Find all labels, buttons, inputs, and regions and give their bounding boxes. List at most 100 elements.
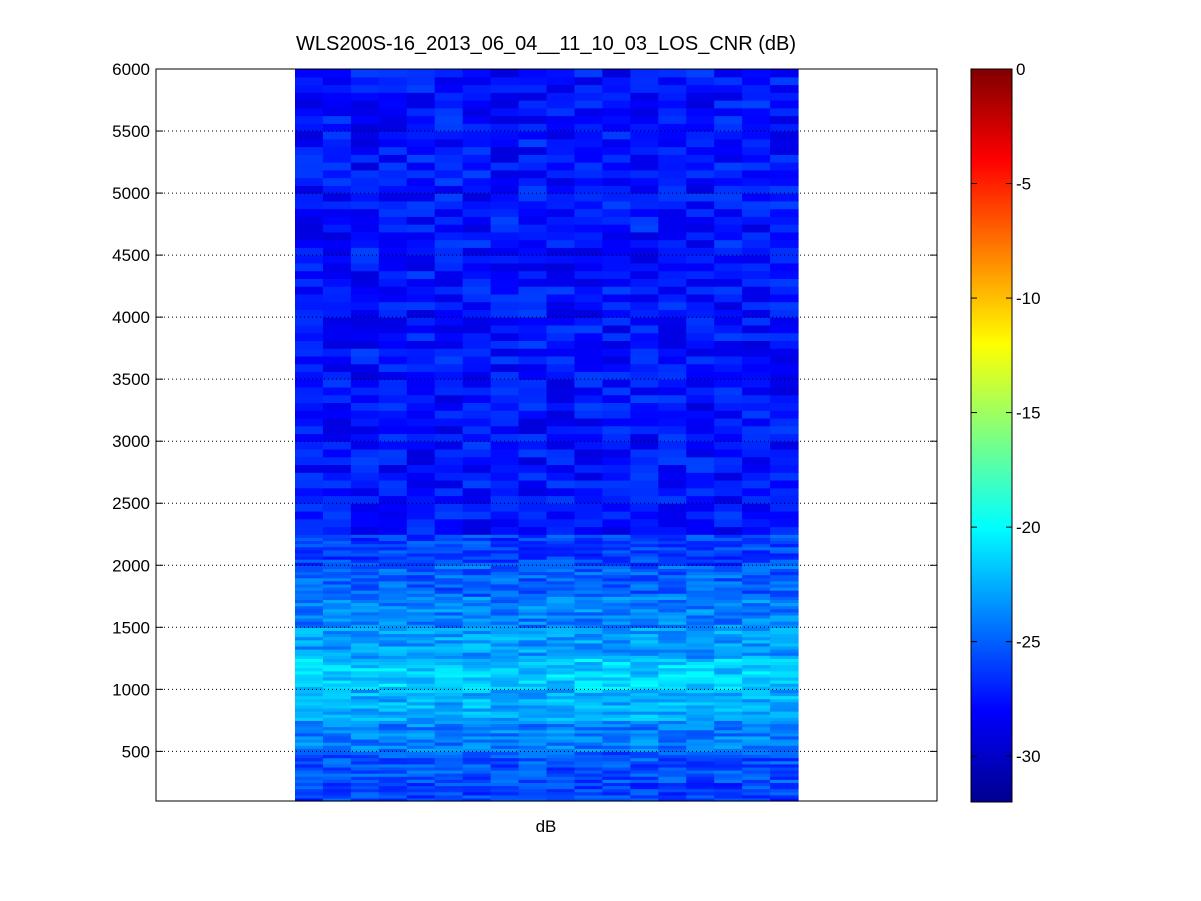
heatmap-cell: [518, 760, 548, 765]
heatmap-cell: [686, 583, 715, 588]
heatmap-cell: [742, 720, 771, 725]
heatmap-cell: [574, 278, 603, 287]
heatmap-cell: [602, 745, 631, 749]
heatmap-cell: [686, 549, 715, 554]
heatmap-cell: [406, 633, 436, 638]
heatmap-cell: [350, 379, 380, 388]
heatmap-cell: [322, 655, 352, 659]
heatmap-cell: [630, 586, 659, 591]
heatmap-cell: [546, 487, 576, 497]
heatmap-cell: [658, 596, 687, 600]
heatmap-cell: [770, 216, 799, 225]
heatmap-cell: [295, 69, 324, 78]
heatmap-cell: [714, 363, 743, 373]
heatmap-cell: [602, 723, 631, 728]
heatmap-cell: [630, 69, 659, 78]
heatmap-cell: [574, 695, 603, 700]
heatmap-cell: [406, 624, 436, 628]
heatmap-cell: [518, 602, 548, 607]
heatmap-cell: [322, 704, 352, 709]
heatmap-cell: [378, 698, 408, 703]
heatmap-cell: [546, 216, 576, 225]
heatmap-cell: [378, 309, 408, 318]
heatmap-cell: [462, 107, 492, 117]
heatmap-cell: [686, 614, 715, 619]
heatmap-cell: [462, 472, 492, 481]
heatmap-cell: [574, 100, 603, 109]
heatmap-cell: [770, 386, 799, 396]
heatmap-cell: [295, 658, 324, 663]
colorbar-tick-label: -30: [1016, 747, 1041, 766]
heatmap-cell: [602, 618, 631, 622]
heatmap-cell: [518, 355, 548, 365]
heatmap-cell: [658, 621, 687, 625]
heatmap-cell: [770, 115, 799, 124]
heatmap-cell: [714, 754, 743, 759]
heatmap-cell: [630, 583, 659, 588]
heatmap-cell: [602, 92, 631, 101]
heatmap-cell: [686, 487, 715, 497]
heatmap-cell: [770, 363, 799, 373]
heatmap-cell: [406, 324, 436, 334]
heatmap-cell: [686, 689, 715, 694]
heatmap-cell: [322, 649, 352, 653]
heatmap-cell: [518, 402, 548, 411]
heatmap-cell: [518, 441, 548, 450]
heatmap-cell: [574, 559, 603, 563]
heatmap-cell: [546, 559, 576, 563]
heatmap-cell: [406, 785, 436, 790]
heatmap-cell: [295, 278, 324, 287]
heatmap-cell: [378, 131, 408, 140]
heatmap-cell: [714, 738, 743, 743]
heatmap-cell: [518, 340, 548, 349]
heatmap-cell: [602, 726, 631, 731]
heatmap-cell: [490, 704, 520, 709]
heatmap-cell: [714, 495, 743, 504]
heatmap-cell: [322, 565, 352, 569]
heatmap-cell: [322, 518, 352, 528]
heatmap-cell: [322, 689, 352, 694]
heatmap-cell: [406, 107, 436, 117]
heatmap-cell: [714, 394, 743, 404]
heatmap-cell: [546, 667, 576, 672]
heatmap-cell: [518, 773, 548, 777]
heatmap-cell: [770, 773, 799, 777]
heatmap-cell: [462, 680, 492, 684]
heatmap-cell: [490, 593, 520, 597]
heatmap-cell: [602, 552, 631, 557]
heatmap-cell: [406, 735, 436, 740]
heatmap-cell: [378, 602, 408, 607]
heatmap-cell: [658, 571, 687, 576]
heatmap-cell: [742, 301, 771, 310]
heatmap-cell: [434, 162, 464, 171]
heatmap-cell: [602, 602, 631, 607]
heatmap-cell: [322, 100, 352, 109]
heatmap-cell: [574, 748, 603, 752]
heatmap-cell: [546, 630, 576, 635]
heatmap-cell: [518, 417, 548, 427]
heatmap-cell: [378, 692, 408, 697]
heatmap-cell: [378, 664, 408, 669]
heatmap-cell: [406, 433, 436, 442]
heatmap-cell: [434, 479, 464, 489]
heatmap-cell: [602, 788, 631, 793]
heatmap-cell: [686, 472, 715, 481]
heatmap-cell: [658, 590, 687, 594]
heatmap-cell: [742, 332, 771, 341]
heatmap-cell: [350, 270, 380, 279]
heatmap-cell: [658, 169, 687, 179]
heatmap-cell: [350, 686, 380, 690]
heatmap-cell: [350, 363, 380, 373]
heatmap-cell: [518, 518, 548, 528]
heatmap-cell: [295, 776, 324, 780]
heatmap-cell: [686, 200, 715, 210]
heatmap-cell: [406, 692, 436, 697]
heatmap-cell: [406, 386, 436, 396]
heatmap-cell: [602, 324, 631, 334]
heatmap-cell: [602, 661, 631, 666]
heatmap-cell: [350, 639, 380, 644]
heatmap-cell: [574, 348, 603, 357]
heatmap-cell: [462, 169, 492, 179]
heatmap-cell: [742, 624, 771, 628]
heatmap-cell: [378, 293, 408, 303]
